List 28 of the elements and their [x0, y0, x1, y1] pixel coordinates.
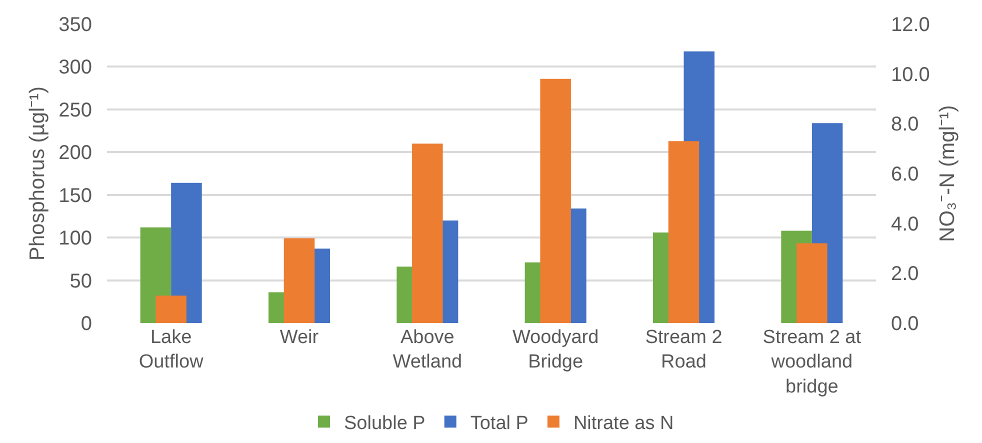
y2-tick-label: 2.0 [891, 263, 919, 286]
y-tick-label: 300 [58, 56, 92, 79]
y-tick-label: 50 [70, 270, 92, 292]
y-tick-label: 0 [80, 313, 92, 335]
x-tick-label: Woodyard Bridge [512, 327, 599, 373]
y-tick-label: 200 [58, 142, 92, 164]
y-tick-label: 100 [58, 228, 92, 250]
y-tick-label: 250 [58, 99, 92, 122]
x-tick-label: Stream 2 Road [645, 327, 722, 373]
x-tick-label: Stream 2 at woodland bridge [762, 327, 862, 398]
y-axis-title: Phosphorus (µgl⁻¹) [26, 86, 49, 261]
legend-label: Soluble P [344, 413, 426, 434]
y2-tick-label: 10.0 [891, 64, 930, 86]
x-tick-label: Lake Outflow [138, 327, 204, 373]
legend-label: Nitrate as N [573, 413, 674, 434]
legend-label: Total P [470, 413, 528, 434]
y2-tick-label: 12.0 [891, 14, 930, 36]
y2-tick-label: 6.0 [891, 164, 919, 186]
y-tick-label: 350 [58, 14, 92, 36]
x-tick-label: Weir [280, 327, 320, 348]
bar [156, 296, 186, 323]
y2-tick-label: 0.0 [891, 313, 919, 335]
y2-tick-label: 4.0 [891, 213, 919, 236]
bar [540, 78, 571, 323]
y2-tick-label: 8.0 [891, 114, 919, 136]
x-tick-label: Above Wetland [392, 327, 462, 373]
y-tick-label: 150 [58, 184, 92, 207]
y2-axis-title: NO₃⁻-N (mgl⁻¹) [936, 105, 960, 242]
